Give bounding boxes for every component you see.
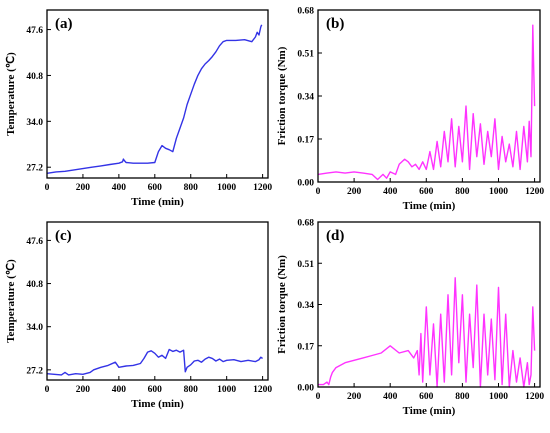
chart-panel-b: 0 200 400 600 800 1000 1200 0.00 0.17 0.34 0.51 0.6… [276,7,544,213]
chart-panel-d: 0 200 400 600 800 1000 1200 0.00 0.17 0.34 0.51 0.6… [276,219,544,418]
y-tick-label-a: 40.8 [26,72,43,82]
x-tick-label-c: 0 [45,385,50,395]
x-tick-label-a: 1000 [217,183,236,193]
x-tick-label-c: 600 [148,385,163,395]
y-tick-label-d: 0.68 [297,219,314,229]
x-tick-label-c: 400 [112,385,127,395]
y-axis-label-c: Temperature (℃) [5,259,17,343]
x-axis-label-c: Time (min) [131,398,184,410]
x-axis-label-d: Time (min) [403,405,456,417]
x-tick-label-a: 400 [112,183,127,193]
y-tick-label-b: 0.17 [297,136,314,146]
x-tick-label-b: 1200 [525,187,544,197]
x-tick-label-b: 800 [455,187,470,197]
chart-panel-a: 0 200 400 600 800 1000 1200 27.2 34.0 40.8 47.6 Tim… [5,9,272,208]
x-tick-label-a: 0 [45,183,50,193]
y-tick-label-c: 40.8 [26,280,43,290]
panel-label-b: (b) [326,16,344,32]
y-tick-label-d: 0.51 [297,260,314,270]
x-tick-label-b: 0 [316,187,321,197]
x-tick-label-d: 600 [419,392,434,402]
x-tick-label-b: 1000 [489,187,508,197]
series-line-a [46,24,263,174]
x-tick-label-a: 800 [184,183,199,193]
y-axis-label-a: Temperature (℃) [5,52,17,136]
series-line-b [317,24,536,181]
x-tick-label-a: 200 [76,183,91,193]
x-tick-label-c: 200 [76,385,91,395]
x-axis-label-b: Time (min) [403,200,456,212]
y-tick-label-b: 0.68 [297,7,314,17]
plot-frame-c [46,221,269,381]
x-axis-label-a: Time (min) [131,196,184,208]
series-line-c [46,348,263,376]
y-tick-label-a: 34.0 [26,118,43,128]
y-tick-label-c: 27.2 [26,366,43,376]
y-tick-label-d: 0.34 [297,301,314,311]
x-tick-label-d: 800 [455,392,470,402]
y-tick-label-c: 34.0 [26,323,43,333]
plot-frame-a [46,9,269,179]
y-tick-label-b: 0.51 [297,50,314,60]
x-tick-label-d: 0 [316,392,321,402]
chart-panel-c: 0 200 400 600 800 1000 1200 27.2 34.0 40.8 47.6 Tim… [5,221,272,410]
y-tick-label-a: 27.2 [26,164,43,174]
panel-label-d: (d) [326,228,344,244]
y-tick-label-d: 0.00 [297,384,314,394]
panel-label-c: (c) [55,228,72,244]
y-tick-label-a: 47.6 [26,26,43,36]
x-tick-label-c: 1000 [217,385,236,395]
y-tick-label-d: 0.17 [297,342,314,352]
x-tick-label-b: 400 [383,187,398,197]
x-tick-label-b: 600 [419,187,434,197]
x-tick-label-a: 1200 [253,183,272,193]
y-axis-label-b: Friction torque (Nm) [276,46,288,145]
y-tick-label-c: 47.6 [26,237,43,247]
x-tick-label-b: 200 [347,187,362,197]
x-tick-label-d: 1200 [525,392,544,402]
x-tick-label-d: 400 [383,392,398,402]
y-axis-label-d: Friction torque (Nm) [276,255,288,354]
x-tick-label-a: 600 [148,183,163,193]
x-tick-label-d: 200 [347,392,362,402]
x-tick-label-d: 1000 [489,392,508,402]
y-tick-label-b: 0.34 [297,93,314,103]
x-tick-label-c: 1200 [253,385,272,395]
y-tick-label-b: 0.00 [297,179,314,189]
x-tick-label-c: 800 [184,385,199,395]
panel-label-a: (a) [55,16,73,32]
series-line-d [318,277,536,388]
